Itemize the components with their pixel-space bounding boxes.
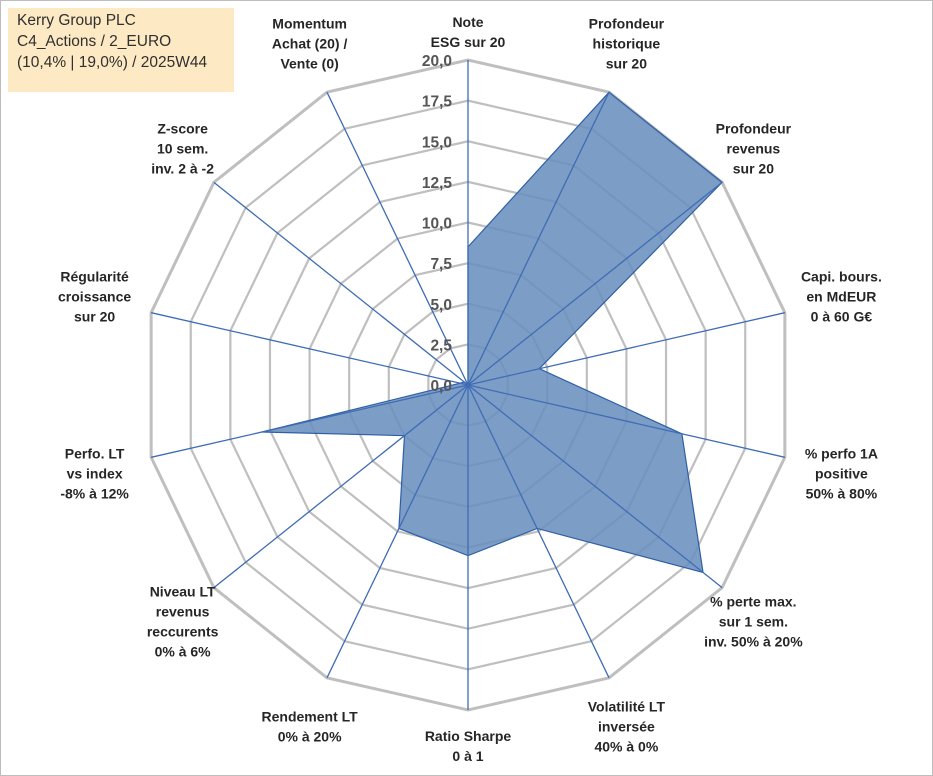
label-layer: Note ESG sur 20 Profondeur historique sur 20… bbox=[58, 14, 882, 764]
info-company-name: Kerry Group PLC bbox=[17, 12, 136, 29]
axis-spoke bbox=[151, 384, 469, 458]
axis-spoke bbox=[326, 91, 469, 386]
radial-tick-label: 12,5 bbox=[422, 175, 453, 192]
axis-label: Momentum Achat (20) / Vente (0) bbox=[272, 16, 348, 72]
axis-label: Régularité croissance sur 20 bbox=[58, 269, 131, 325]
axis-spoke bbox=[467, 384, 610, 679]
series-area bbox=[261, 91, 723, 574]
axis-label: Note ESG sur 20 bbox=[431, 14, 506, 50]
radial-tick-label: 17,5 bbox=[422, 94, 453, 111]
axis-label: % perfo 1A positive 50% à 80% bbox=[805, 445, 878, 501]
info-category: C4_Actions / 2_EURO bbox=[17, 33, 172, 50]
axis-label: Profondeur historique sur 20 bbox=[589, 16, 665, 72]
axis-spoke bbox=[467, 181, 723, 386]
tick-layer: 0,0 2,5 5,0 7,5 10,0 12,5 15,0 17,5 20,0 bbox=[422, 53, 453, 395]
axis-label: Ratio Sharpe 0 à 1 bbox=[425, 728, 512, 764]
axis-spoke bbox=[213, 384, 469, 589]
radial-tick-label: 10,0 bbox=[422, 216, 452, 233]
radial-tick-label: 20,0 bbox=[422, 53, 452, 70]
axis-spoke bbox=[326, 384, 469, 679]
radial-tick-label: 2,5 bbox=[430, 337, 452, 354]
axis-label: Profondeur revenus sur 20 bbox=[716, 121, 792, 177]
axis-label: Perfo. LT vs index -8% à 12% bbox=[60, 445, 129, 501]
axis-spoke bbox=[467, 384, 785, 458]
radial-tick-label: 15,0 bbox=[422, 134, 452, 151]
radial-tick-label: 5,0 bbox=[430, 297, 452, 314]
axis-label: Volatilité LT inversée 40% à 0% bbox=[588, 698, 666, 754]
axis-spoke bbox=[467, 312, 785, 386]
radial-tick-label: 0,0 bbox=[430, 378, 452, 395]
info-box: Kerry Group PLC C4_Actions / 2_EURO (10,… bbox=[8, 8, 234, 92]
axis-label: Z-score 10 sem. inv. 2 à -2 bbox=[151, 121, 214, 177]
axis-label: % perte max. sur 1 sem. inv. 50% à 20% bbox=[704, 593, 803, 649]
axis-spoke bbox=[467, 384, 723, 589]
axis-spoke bbox=[151, 312, 469, 386]
radial-tick-label: 7,5 bbox=[430, 256, 452, 273]
axis-label: Niveau LT revenus reccurents 0% à 6% bbox=[147, 583, 219, 659]
axis-spoke bbox=[467, 91, 610, 386]
axis-label: Capi. bours. en MdEUR 0 à 60 G€ bbox=[801, 269, 882, 325]
spoke-layer bbox=[151, 60, 785, 710]
series-layer bbox=[261, 91, 723, 574]
axis-spoke bbox=[213, 181, 469, 386]
axis-label: Rendement LT 0% à 20% bbox=[262, 708, 359, 744]
info-period: (10,4% | 19,0%) / 2025W44 bbox=[17, 54, 208, 71]
